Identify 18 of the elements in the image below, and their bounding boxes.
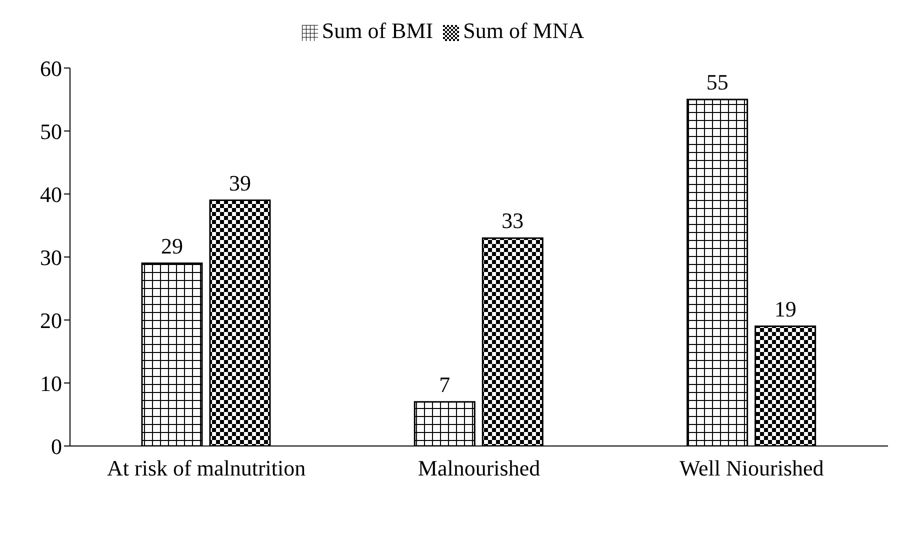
data-label: 19 [774,296,796,322]
y-tick-label: 60 [40,56,62,81]
data-label: 33 [502,208,524,234]
y-tick-label: 40 [40,182,62,207]
data-label: 29 [160,233,183,258]
data-label: 55 [706,70,728,94]
legend-label: Sum of MNA [463,18,584,43]
y-tick-label: 50 [40,118,62,144]
legend-label: Sum of BMI [322,18,434,43]
data-label: 7 [439,372,450,397]
x-tick-label: Well Niourished [680,456,824,481]
data-label: 39 [228,170,251,196]
y-tick-label: 0 [51,434,62,459]
y-tick-label: 20 [40,308,62,333]
y-tick-label: 30 [40,244,62,270]
y-tick-label: 10 [40,370,62,396]
x-tick-label: At risk of malnutrition [107,456,306,481]
x-tick-label: Malnourished [418,456,540,481]
